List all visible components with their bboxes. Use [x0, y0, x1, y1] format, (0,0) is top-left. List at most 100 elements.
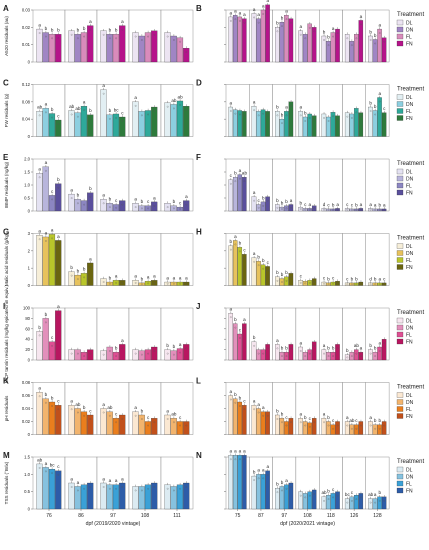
bar [251, 196, 257, 212]
data-point [327, 120, 330, 122]
legend-swatch [396, 413, 404, 419]
bar [260, 9, 266, 63]
legend-label: FN [406, 265, 413, 271]
data-point [285, 355, 288, 357]
significance-letter: a [45, 230, 48, 235]
significance-letter: b [115, 28, 118, 33]
significance-letter: b [276, 482, 279, 487]
data-point [166, 352, 169, 355]
data-point [173, 489, 175, 492]
data-point [360, 208, 362, 211]
bar [358, 493, 364, 510]
bar [55, 470, 62, 510]
significance-letter: b [166, 343, 169, 348]
significance-letter: b [77, 193, 80, 198]
significance-letter: ab [171, 412, 177, 417]
significance-letter: b [115, 346, 118, 351]
bar [368, 421, 373, 435]
data-point [369, 424, 372, 427]
data-point [230, 20, 232, 22]
data-point [115, 37, 117, 40]
legend-label: DN [406, 176, 414, 182]
data-point [109, 37, 111, 40]
significance-letter: b [253, 335, 256, 340]
legend-label: DL [406, 467, 413, 473]
bar [112, 352, 120, 361]
bar [119, 482, 126, 510]
bar [228, 106, 233, 137]
data-point [369, 352, 372, 355]
bar [354, 424, 359, 435]
bar [279, 278, 285, 286]
data-point [266, 199, 269, 202]
significance-letter: a [374, 202, 377, 207]
data-point [369, 110, 372, 112]
data-point [70, 33, 73, 36]
data-point [308, 494, 311, 497]
bar [288, 418, 294, 435]
data-point [346, 501, 349, 504]
data-point [290, 486, 292, 488]
data-point [179, 40, 181, 43]
data-point [262, 477, 265, 480]
bar [228, 455, 233, 510]
data-point [51, 405, 53, 407]
legend-swatch [396, 406, 404, 412]
legend-label: FL [406, 109, 412, 115]
data-point [360, 496, 362, 499]
data-point [336, 347, 339, 350]
data-point [89, 418, 92, 420]
facet-frame [128, 233, 162, 286]
bar [377, 282, 382, 286]
significance-letter: a [230, 389, 233, 394]
legend-swatch [396, 115, 404, 121]
data-point [239, 405, 241, 407]
significance-letter: b [45, 312, 48, 317]
data-point [77, 489, 79, 492]
data-point [83, 203, 85, 206]
bar [74, 408, 81, 435]
panel-letter: C [3, 79, 9, 88]
bar [144, 349, 152, 361]
bar [138, 205, 145, 212]
bar [335, 28, 340, 63]
bar [100, 482, 107, 510]
data-point [313, 421, 316, 424]
significance-letter: b [378, 202, 381, 207]
significance-letter: a [153, 195, 156, 200]
significance-letter: b [57, 28, 60, 33]
data-point [281, 208, 283, 210]
data-point [378, 100, 381, 103]
data-point [257, 264, 260, 267]
data-point [38, 32, 41, 34]
data-point [121, 28, 124, 31]
data-point [369, 208, 372, 211]
data-point [166, 418, 169, 420]
data-point [336, 32, 339, 34]
bar [170, 205, 177, 212]
x-tick-label: 86 [78, 513, 84, 519]
significance-letter: a [70, 399, 73, 404]
data-point [266, 414, 269, 417]
significance-letter: b [332, 346, 335, 351]
bar [288, 482, 294, 510]
significance-letter: a [243, 12, 246, 17]
bar [42, 467, 49, 510]
significance-letter: b [51, 28, 54, 33]
bar [36, 392, 43, 435]
bar [36, 463, 43, 510]
bar [237, 455, 243, 510]
significance-letter: ab [69, 104, 75, 109]
significance-letter: a [239, 10, 242, 15]
bar [144, 32, 152, 63]
bar [368, 349, 373, 361]
panel-letter: E [3, 153, 9, 162]
bar [260, 264, 266, 286]
significance-letter: b [281, 16, 284, 21]
x-tick-label: 111 [173, 513, 181, 519]
bar [151, 418, 158, 435]
bar [68, 349, 75, 361]
